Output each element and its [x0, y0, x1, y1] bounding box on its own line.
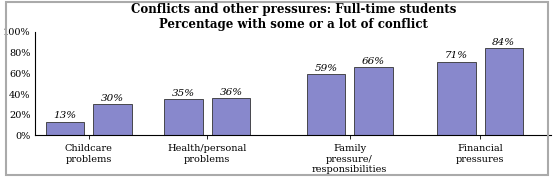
Text: 13%: 13%: [53, 111, 76, 120]
Title: Conflicts and other pressures: Full-time students
Percentage with some or a lot : Conflicts and other pressures: Full-time…: [131, 3, 456, 31]
Text: 35%: 35%: [172, 89, 195, 98]
Text: 30%: 30%: [101, 94, 124, 103]
Text: 71%: 71%: [445, 51, 468, 60]
Text: 36%: 36%: [219, 88, 243, 97]
Bar: [437, 62, 475, 135]
Bar: [485, 48, 523, 135]
Text: 66%: 66%: [362, 57, 385, 65]
Bar: [306, 74, 345, 135]
Bar: [164, 99, 203, 135]
Bar: [354, 67, 393, 135]
Bar: [93, 104, 132, 135]
Bar: [45, 122, 84, 135]
Bar: [212, 98, 250, 135]
Text: 59%: 59%: [314, 64, 337, 73]
Text: 84%: 84%: [492, 38, 515, 47]
